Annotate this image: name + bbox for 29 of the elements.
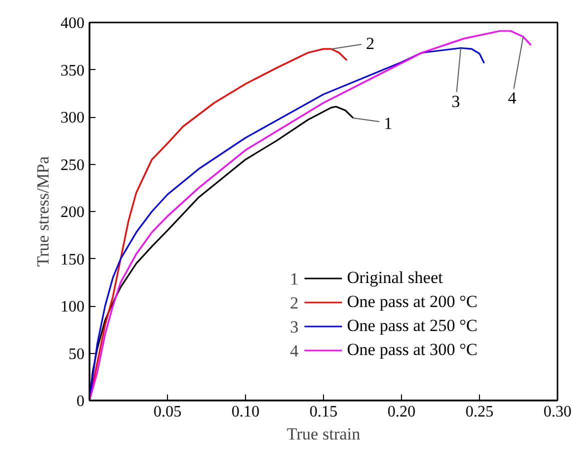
text: 1 (290, 270, 298, 288)
legend-label: One pass at 250 °C (347, 316, 478, 336)
text: 2 (290, 294, 298, 312)
x-tick-label: 0.10 (232, 404, 260, 420)
text: 3 (290, 318, 298, 336)
y-axis-title: True stress/MPa (34, 156, 52, 267)
y-tick-label: 350 (60, 62, 84, 80)
y-tick-label: 150 (60, 251, 84, 268)
x-tick-label: 0.30 (544, 404, 572, 420)
x-axis-title: True strain (286, 424, 361, 444)
y-tick-label: 100 (60, 298, 84, 316)
annotation: 4 (508, 88, 517, 108)
x-tick-label: 0.15 (310, 404, 338, 420)
y-tick-label: 300 (60, 110, 84, 126)
y-tick-label: 400 (60, 15, 84, 32)
legend-label: One pass at 200 °C (347, 292, 478, 312)
y-tick-label: 0 (76, 393, 84, 410)
x-tick-label: 0.25 (466, 404, 494, 420)
annotation: 2 (366, 34, 375, 53)
annotation: 3 (452, 92, 460, 112)
annotation: 1 (384, 114, 392, 133)
y-tick-label: 200 (60, 204, 84, 221)
y-tick-label: 50 (68, 346, 84, 363)
legend-label: Original sheet (347, 268, 443, 288)
text: 4 (290, 342, 298, 360)
x-tick-label: 0.20 (388, 404, 416, 420)
y-tick-label: 250 (60, 156, 84, 174)
x-tick-label: 0.05 (154, 404, 182, 420)
legend-label: One pass at 300 °C (347, 340, 478, 360)
